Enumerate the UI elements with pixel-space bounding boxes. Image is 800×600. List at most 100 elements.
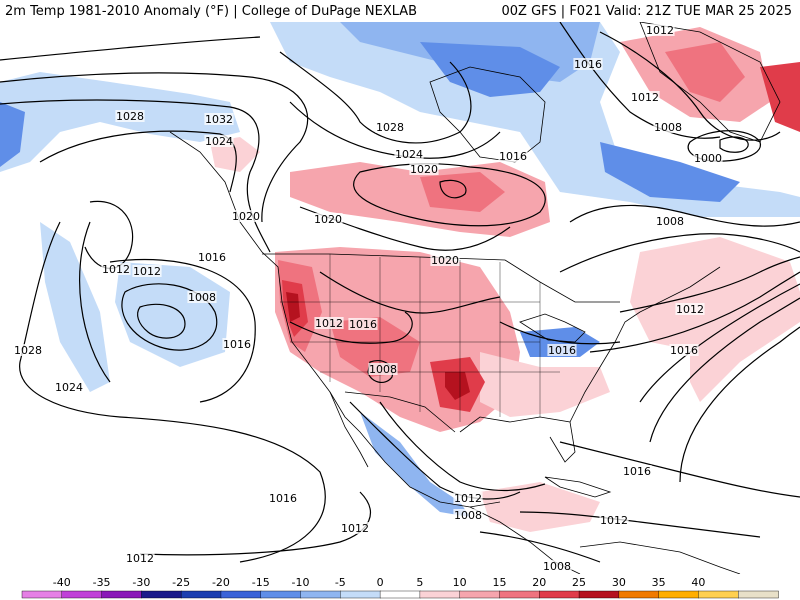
- colorbar-swatch: [61, 590, 103, 599]
- cold-anomaly-pacific-low: [115, 262, 230, 367]
- isobar-label: 1012: [133, 265, 161, 278]
- anomaly-map: 1012 1016 1012 1008 1000 1028 1032 1024 1028 1024…: [0, 22, 800, 574]
- isobar-label: 1012: [341, 522, 369, 535]
- isobar-label: 1028: [376, 121, 404, 134]
- great-lakes-outline: [519, 313, 586, 343]
- isobar: [719, 136, 749, 153]
- isobar-label: 1016: [670, 344, 698, 357]
- colorbar-tick-label: -30: [132, 576, 150, 589]
- isobar: [639, 283, 800, 403]
- colorbar-tick-label: -20: [212, 576, 230, 589]
- isobar: [121, 283, 218, 351]
- isobar-labels: 1012 1016 1012 1008 1000 1028 1032 1024 1028 1024…: [13, 24, 723, 573]
- colorbar-swatch: [220, 590, 262, 599]
- east-coast-outline: [569, 266, 721, 423]
- isobar-label: 1016: [623, 465, 651, 478]
- isobar-label-background: [13, 344, 43, 356]
- colorbar-swatch: [738, 590, 779, 599]
- isobar: [0, 72, 309, 223]
- isobar: [687, 130, 761, 162]
- colorbar-tick-label: 5: [416, 576, 423, 589]
- cold-anomaly-labrador: [600, 142, 740, 202]
- colorbar-tick-labels: -40 -35 -30 -25 -20 -15 -10 -5 0 5 10 15 20 25 30 35 40: [53, 576, 706, 589]
- south-america-outline: [579, 541, 741, 574]
- colorbar-swatch: [499, 590, 540, 599]
- isobar-label-background: [547, 344, 577, 356]
- isobar: [0, 36, 261, 61]
- isobar-label-background: [693, 152, 723, 164]
- warm-anomaly-far-northeast: [760, 62, 800, 132]
- isobar-label-background: [368, 363, 398, 375]
- isobar-label: 1008: [369, 363, 397, 376]
- isobar: [78, 221, 111, 383]
- isobar: [559, 441, 800, 498]
- warm-anomaly-atlantic-streak: [690, 292, 800, 402]
- isobar-label-background: [669, 344, 699, 356]
- colorbar-tick-label: -5: [335, 576, 346, 589]
- isobar: [479, 531, 601, 563]
- colorbar-swatch: [658, 590, 700, 599]
- isobar-label: 1012: [631, 91, 659, 104]
- isobar: [84, 200, 134, 270]
- color-scale-bar: -40 -35 -30 -25 -20 -15 -10 -5 0 5 10 15 20 25 30 35 40: [0, 574, 800, 600]
- cold-anomaly-canada: [270, 22, 800, 217]
- isobar-label: 1008: [454, 509, 482, 522]
- isobar-label-background: [453, 492, 483, 504]
- isobar-label: 1032: [205, 113, 233, 126]
- isobar-label: 1020: [410, 163, 438, 176]
- colorbar-swatch: [300, 590, 342, 599]
- isobar-label: 1012: [676, 303, 704, 316]
- header-bar: 2m Temp 1981-2010 Anomaly (°F) | College…: [0, 0, 800, 22]
- warm-anomaly-texas-core: [445, 372, 470, 400]
- isobar-label-background: [498, 150, 528, 162]
- isobar-label: 1012: [126, 552, 154, 565]
- isobar-label-background: [542, 560, 572, 572]
- cold-anomaly-west-edge: [0, 102, 25, 167]
- colorbar-swatch: [260, 590, 302, 599]
- isobar-label-background: [622, 465, 652, 477]
- colorbar-swatch: [21, 590, 63, 599]
- isobar: [353, 163, 546, 227]
- isobar-label: 1028: [116, 110, 144, 123]
- isobar-label-background: [599, 514, 629, 526]
- isobar: [109, 258, 256, 403]
- isobar-label-background: [394, 148, 424, 160]
- isobar-label-background: [231, 210, 261, 222]
- isobar-label: 1024: [205, 135, 233, 148]
- isobar-label: 1008: [188, 291, 216, 304]
- colorbar-tick-label: 10: [453, 576, 467, 589]
- colorbar-tick-label: -40: [53, 576, 71, 589]
- warm-anomaly-caribbean: [480, 482, 600, 532]
- isobar-label: 1016: [223, 338, 251, 351]
- isobar-label-background: [430, 254, 460, 266]
- isobar-label-background: [340, 522, 370, 534]
- colorbar-tick-label: 0: [377, 576, 384, 589]
- isobar-label: 1012: [600, 514, 628, 527]
- isobar-label: 1020: [431, 254, 459, 267]
- west-coast-outline: [239, 221, 501, 508]
- isobar: [679, 326, 800, 483]
- isobar-label: 1028: [14, 344, 42, 357]
- isobar: [559, 233, 800, 273]
- product-title: 2m Temp 1981-2010 Anomaly (°F) | College…: [5, 4, 418, 19]
- warm-anomaly-california-peak: [286, 292, 300, 322]
- colorbar-swatch: [618, 590, 660, 599]
- isobar: [289, 311, 413, 344]
- colorbar-tick-label: 40: [691, 576, 705, 589]
- isobar: [279, 51, 472, 144]
- isobar-label: 1012: [315, 317, 343, 330]
- colorbar-swatch: [459, 590, 501, 599]
- isobar-label-background: [222, 338, 252, 350]
- isobar: [39, 130, 237, 193]
- isobar-label: 1024: [395, 148, 423, 161]
- isobar: [367, 360, 394, 384]
- warm-anomaly-greenland-core: [665, 42, 745, 102]
- isobar-label-background: [204, 135, 234, 147]
- anomaly-shading: [0, 22, 800, 532]
- colorbar-tick-label: -35: [93, 576, 111, 589]
- colorbar-tick-label: 20: [532, 576, 546, 589]
- colorbar-swatches: [21, 590, 779, 599]
- isobar: [379, 401, 546, 492]
- cuba-outline: [544, 476, 612, 498]
- isobar: [619, 256, 800, 313]
